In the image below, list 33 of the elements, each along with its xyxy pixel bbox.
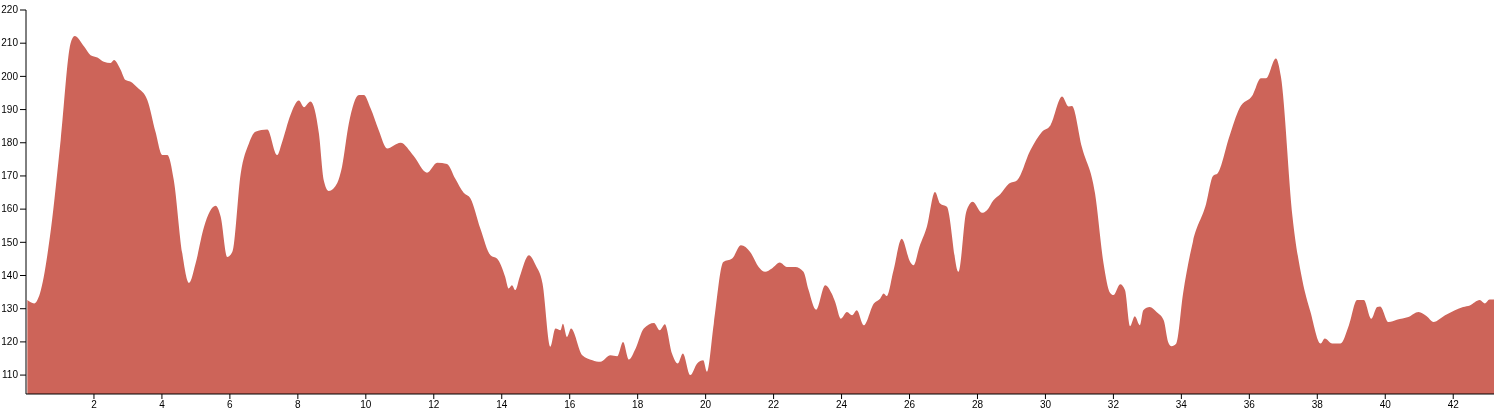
x-tick-label: 8 (295, 399, 302, 410)
y-tick-label: 140 (1, 269, 19, 281)
x-tick-label: 4 (159, 399, 166, 410)
x-tick-label: 16 (564, 399, 576, 410)
x-tick-label: 26 (903, 399, 916, 410)
x-tick-label: 20 (700, 399, 712, 410)
y-tick-label: 170 (1, 170, 19, 182)
y-tick-label: 180 (1, 136, 19, 148)
x-tick-label: 34 (1175, 399, 1188, 410)
y-tick-label: 120 (1, 336, 19, 348)
x-tick-label: 38 (1311, 399, 1324, 410)
x-tick-label: 2 (91, 399, 98, 410)
y-tick-label: 220 (1, 4, 19, 16)
x-tick-label: 6 (227, 399, 234, 410)
x-tick-label: 40 (1379, 399, 1392, 410)
x-tick-label: 14 (496, 399, 508, 410)
y-tick-label: 150 (1, 236, 19, 248)
x-tick-label: 18 (632, 399, 644, 410)
x-tick-label: 22 (768, 399, 780, 410)
y-tick-label: 130 (1, 302, 19, 314)
y-tick-label: 160 (1, 203, 19, 215)
y-tick-label: 210 (1, 37, 19, 49)
x-tick-label: 32 (1107, 399, 1120, 410)
y-tick-label: 110 (2, 369, 19, 381)
x-tick-label: 28 (971, 399, 984, 410)
y-tick-label: 190 (1, 103, 19, 115)
x-tick-label: 30 (1039, 399, 1052, 410)
x-tick-label: 42 (1447, 399, 1460, 410)
x-tick-label: 36 (1243, 399, 1256, 410)
x-tick-label: 24 (835, 399, 848, 410)
y-tick-label: 200 (1, 70, 19, 82)
x-tick-label: 12 (428, 399, 440, 410)
x-tick-label: 10 (360, 399, 372, 410)
